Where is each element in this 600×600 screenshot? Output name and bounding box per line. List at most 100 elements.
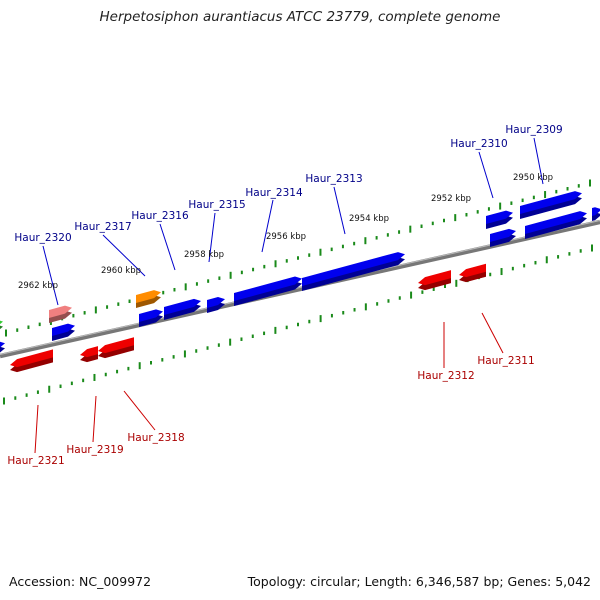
- gene-orange-body: [136, 290, 161, 303]
- gene-lower-2309: [525, 211, 587, 239]
- label-leader-line: [34, 404, 39, 454]
- gene-haur-2316-shadow: [164, 303, 201, 320]
- gene-edge-left-shadow: [0, 346, 5, 353]
- genome-title: Herpetosiphon aurantiacus ATCC 23779, co…: [99, 9, 501, 25]
- kbp-label: 2950 kbp: [513, 173, 553, 183]
- gene-labels: Haur_2320Haur_2317Haur_2316Haur_2315Haur…: [7, 124, 562, 467]
- label-leader-line: [123, 390, 156, 431]
- gene-lower-2310-shadow: [490, 233, 516, 247]
- gene-label-text: Haur_2320: [14, 232, 71, 244]
- label-leader-line: [102, 234, 146, 277]
- gene-haur-2318-body: [98, 337, 134, 354]
- gene-haur-2309: [520, 191, 582, 219]
- gene-haur-2318: [98, 337, 134, 359]
- kbp-label: 2960 kbp: [101, 266, 141, 276]
- gene-lower-2309-body: [525, 211, 587, 234]
- reverse-label-haur-2318: Haur_2318: [123, 390, 185, 444]
- genome-backbone: [0, 219, 600, 359]
- gene-haur-2310: [486, 210, 513, 229]
- gene-haur-2320: [52, 323, 75, 341]
- gene-haur-2321: [10, 349, 53, 373]
- backbone-highlight: [0, 220, 600, 355]
- gene-haur-2320-body: [52, 323, 75, 336]
- reverse-label-haur-2321: Haur_2321: [7, 404, 65, 467]
- label-leader-line: [478, 151, 494, 199]
- gene-label-text: Haur_2311: [477, 355, 534, 367]
- accession-text: Accession: NC_009972: [9, 574, 152, 589]
- label-leader-line: [92, 395, 97, 443]
- gene-haur-2319-body: [80, 346, 98, 358]
- backbone-line: [0, 219, 600, 359]
- gene-label-text: Haur_2312: [417, 370, 474, 382]
- reverse-label-haur-2312: Haur_2312: [417, 322, 475, 382]
- gene-haur-2317: [139, 309, 163, 327]
- gene-edge-right: [592, 207, 600, 221]
- gene-haur-2311-body: [459, 263, 486, 278]
- reverse-tick-track: [3, 244, 593, 405]
- gene-haur-2313: [302, 252, 405, 291]
- gene-haur-2310-shadow: [486, 215, 513, 229]
- gene-label-text: Haur_2317: [74, 221, 131, 233]
- gene-label-text: Haur_2315: [188, 199, 245, 211]
- gene-green: [0, 320, 3, 330]
- gene-pink: [49, 305, 72, 323]
- gene-lower-2310: [490, 228, 516, 247]
- gene-haur-2314-body: [234, 276, 302, 301]
- gene-label-text: Haur_2316: [131, 210, 189, 222]
- label-leader-line: [208, 212, 216, 263]
- gene-label-text: Haur_2318: [127, 432, 184, 444]
- kbp-label: 2962 kbp: [18, 281, 58, 291]
- kbp-label: 2954 kbp: [349, 214, 389, 224]
- label-leader-line: [159, 223, 176, 271]
- forward-label-haur-2313: Haur_2313: [305, 173, 363, 235]
- forward-label-haur-2314: Haur_2314: [245, 187, 303, 253]
- kbp-labels: 2962 kbp 2960 kbp 2958 kbp 2956 kbp 2954 kbp…: [18, 173, 553, 291]
- gene-haur-2310-body: [486, 210, 513, 224]
- gene-pink-body: [49, 305, 72, 318]
- gene-edge-left-body: [0, 341, 5, 348]
- label-leader-line: [261, 199, 274, 253]
- gene-haur-2312-body: [418, 270, 451, 286]
- gene-edge-left: [0, 341, 5, 353]
- gene-haur-2316-body: [164, 298, 201, 315]
- gene-green-shadow: [0, 325, 3, 330]
- gene-haur-2314-shadow: [234, 281, 302, 306]
- gene-haur-2315: [207, 297, 225, 313]
- gene-haur-2316: [164, 298, 201, 320]
- forward-label-haur-2309: Haur_2309: [505, 124, 563, 185]
- gene-lower-2309-shadow: [525, 216, 587, 239]
- topology-text: Topology: circular; Length: 6,346,587 bp…: [247, 574, 591, 589]
- gene-orange: [136, 290, 161, 308]
- kbp-label: 2952 kbp: [431, 194, 471, 204]
- gene-green-body: [0, 320, 3, 325]
- gene-label-text: Haur_2314: [245, 187, 303, 199]
- gene-label-text: Haur_2310: [450, 138, 507, 150]
- gene-haur-2314: [234, 276, 302, 306]
- gene-label-text: Haur_2319: [66, 444, 123, 456]
- gene-haur-2311: [459, 263, 486, 283]
- kbp-label: 2956 kbp: [266, 232, 306, 242]
- forward-label-haur-2315: Haur_2315: [188, 199, 246, 263]
- gene-haur-2309-shadow: [520, 196, 582, 219]
- gene-haur-2309-body: [520, 191, 582, 214]
- reverse-label-haur-2319: Haur_2319: [66, 395, 124, 456]
- gene-haur-2319: [80, 346, 98, 363]
- gene-haur-2315-body: [207, 297, 225, 308]
- forward-label-haur-2320: Haur_2320: [14, 232, 72, 306]
- gene-label-text: Haur_2309: [505, 124, 562, 136]
- label-leader-line: [533, 137, 544, 185]
- gene-features: [0, 191, 600, 373]
- gene-edge-right-body: [592, 207, 600, 216]
- gene-label-text: Haur_2313: [305, 173, 362, 185]
- gene-haur-2313-body: [302, 252, 405, 286]
- gene-label-text: Haur_2321: [7, 455, 64, 467]
- gene-lower-2310-body: [490, 228, 516, 242]
- label-leader-line: [333, 186, 346, 235]
- gene-haur-2313-shadow: [302, 257, 405, 291]
- forward-tick-track: [5, 179, 591, 337]
- forward-label-haur-2316: Haur_2316: [131, 210, 189, 271]
- gene-haur-2312: [418, 270, 451, 291]
- gene-haur-2317-body: [139, 309, 163, 322]
- kbp-label: 2958 kbp: [184, 250, 224, 260]
